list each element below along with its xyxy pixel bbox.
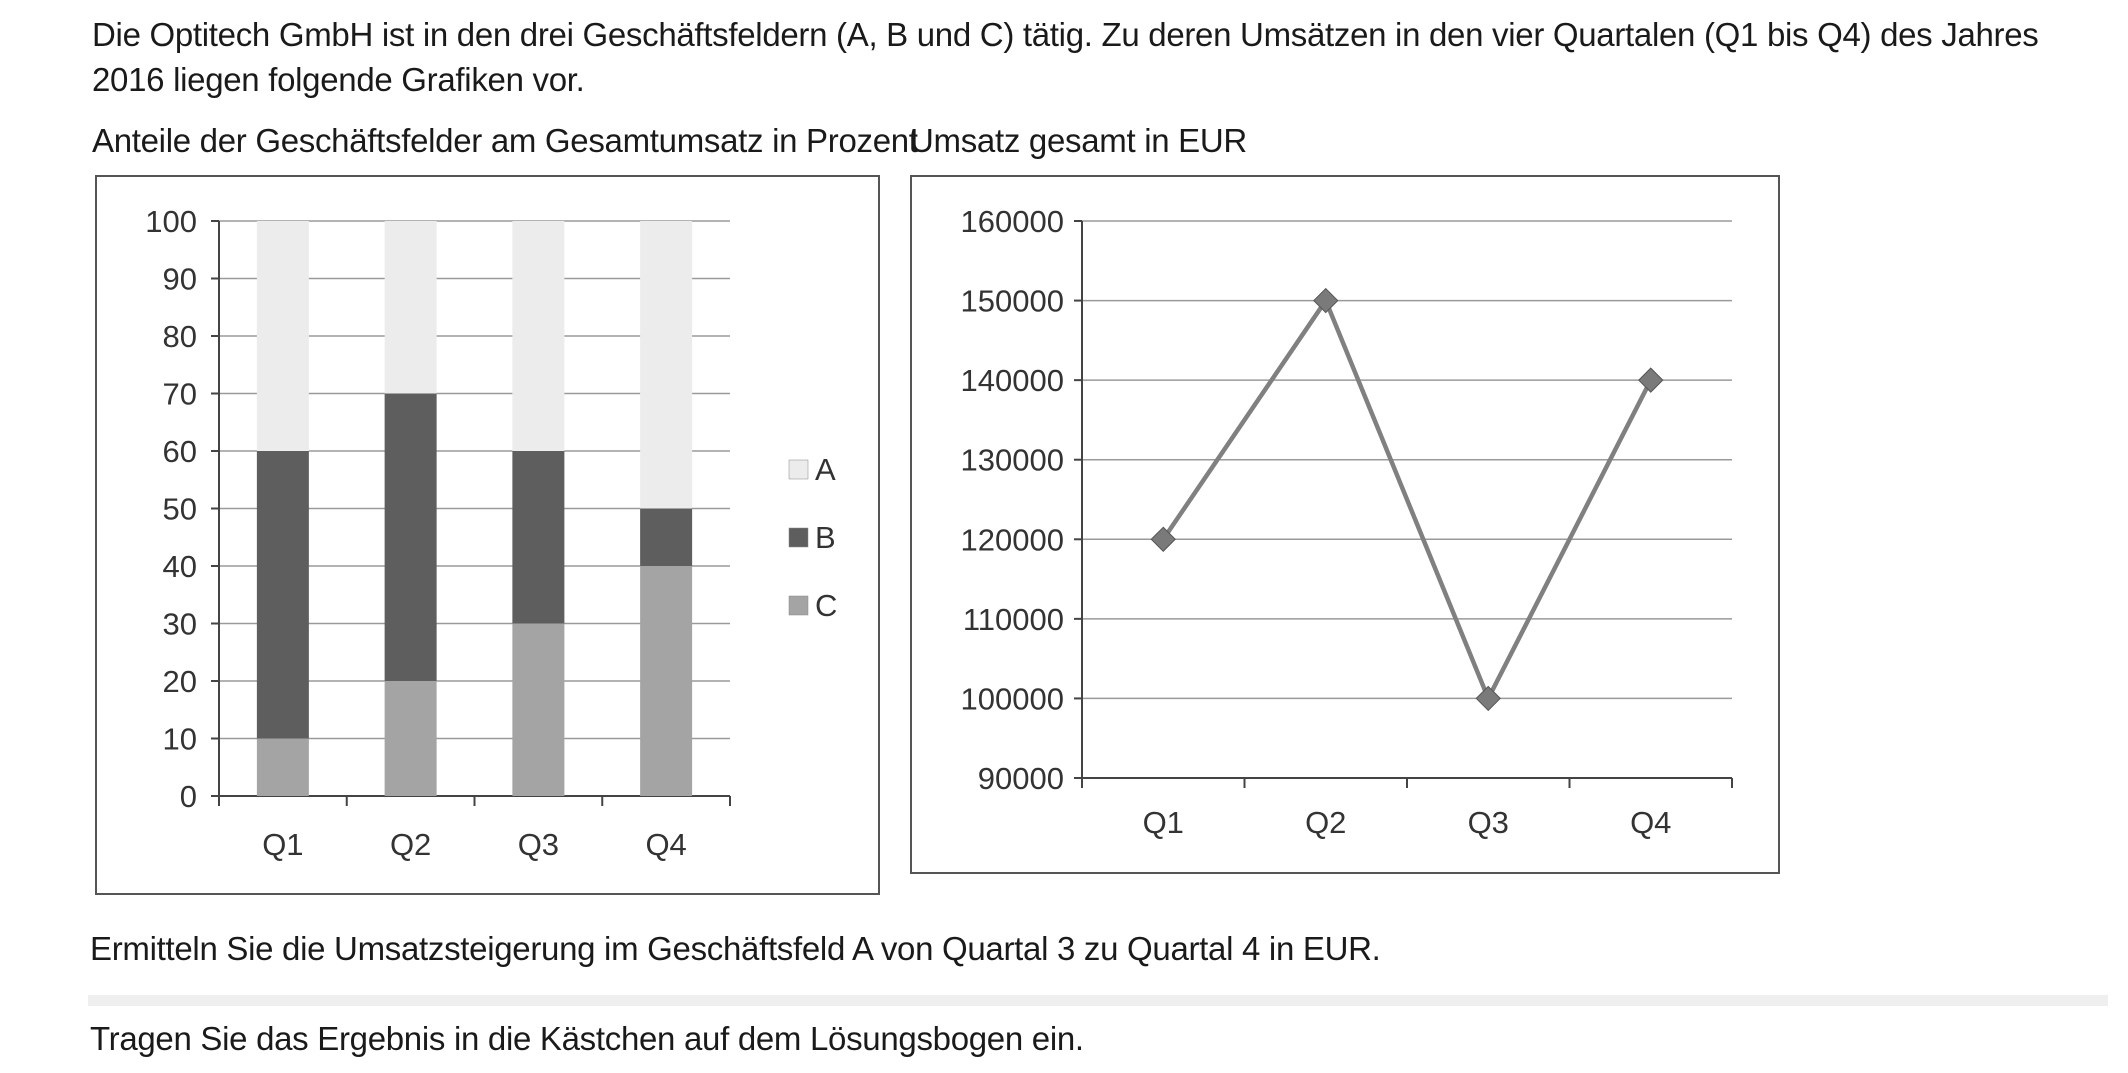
stacked-bar-chart: 0 10 20 30 40 50 60 70 80 90 100 Q1 Q2 Q3 Q4 ABC	[95, 175, 880, 895]
x-category-label: Q3	[1468, 805, 1509, 840]
y-tick-label: 130000	[961, 443, 1064, 478]
y-tick-label: 0	[180, 779, 197, 814]
series-line	[1161, 298, 1653, 701]
x-category-label: Q2	[1305, 805, 1346, 840]
bar-segment-c	[384, 681, 437, 796]
bar-chart-title: Anteile der Geschäftsfelder am Gesamtums…	[92, 122, 918, 159]
data-point-marker	[1475, 685, 1501, 712]
y-tick-label: 90	[163, 262, 197, 297]
y-tick-label: 110000	[963, 602, 1064, 637]
bar-segment-a	[640, 221, 693, 509]
x-category-label: Q2	[390, 827, 431, 862]
line-chart: 90000 100000 110000 120000 130000 140000 15000…	[910, 175, 1780, 874]
y-tick-label: 160000	[961, 204, 1064, 239]
x-category-label: Q1	[1143, 805, 1184, 840]
legend-label-b: B	[815, 520, 836, 555]
y-tick-label: 80	[163, 319, 197, 354]
bar-segment-c	[640, 566, 693, 796]
separator-band	[88, 995, 2108, 1006]
x-category-label: Q1	[262, 827, 303, 862]
line-chart-frame	[910, 175, 1780, 874]
bar-segment-a	[384, 221, 437, 394]
y-tick-label: 60	[163, 434, 197, 469]
line-chart-title: Umsatz gesamt in EUR	[910, 122, 1247, 159]
bar-segment-b	[640, 508, 693, 566]
bar-segment-b	[256, 451, 309, 739]
legend-swatch-a	[788, 459, 809, 480]
bar-segment-c	[512, 623, 565, 796]
bar-segment-b	[512, 451, 565, 624]
y-tick-label: 10	[163, 722, 197, 757]
bar-segment-a	[512, 221, 565, 451]
bar-segment-c	[256, 738, 309, 796]
legend-label-c: C	[815, 588, 837, 623]
legend-swatch-c	[788, 595, 809, 616]
data-point-marker	[1313, 287, 1339, 314]
instruction-text: Tragen Sie das Ergebnis in die Kästchen …	[90, 1020, 1084, 1057]
y-tick-label: 150000	[961, 284, 1064, 319]
y-tick-label: 20	[163, 664, 197, 699]
y-tick-label: 50	[163, 492, 197, 527]
x-category-label: Q3	[518, 827, 559, 862]
data-point-marker	[1638, 367, 1664, 393]
y-tick-label: 70	[163, 377, 197, 412]
bar-chart-frame	[95, 175, 880, 895]
legend-label-a: A	[815, 452, 836, 487]
intro-text: Die Optitech GmbH ist in den drei Geschä…	[92, 16, 2039, 98]
data-point-marker	[1150, 526, 1176, 552]
y-tick-label: 30	[163, 607, 197, 642]
legend-swatch-b	[788, 527, 809, 548]
y-tick-label: 100000	[961, 681, 1064, 716]
bar-segment-a	[256, 221, 309, 451]
y-tick-label: 100	[145, 204, 197, 239]
y-tick-label: 40	[163, 549, 197, 584]
x-category-label: Q4	[1630, 805, 1671, 840]
y-tick-label: 140000	[961, 363, 1064, 398]
bar-segment-b	[384, 393, 437, 681]
y-tick-label: 120000	[961, 522, 1064, 557]
x-category-label: Q4	[645, 827, 686, 862]
y-tick-label: 90000	[978, 761, 1064, 796]
question-text: Ermitteln Sie die Umsatzsteigerung im Ge…	[90, 930, 1381, 967]
